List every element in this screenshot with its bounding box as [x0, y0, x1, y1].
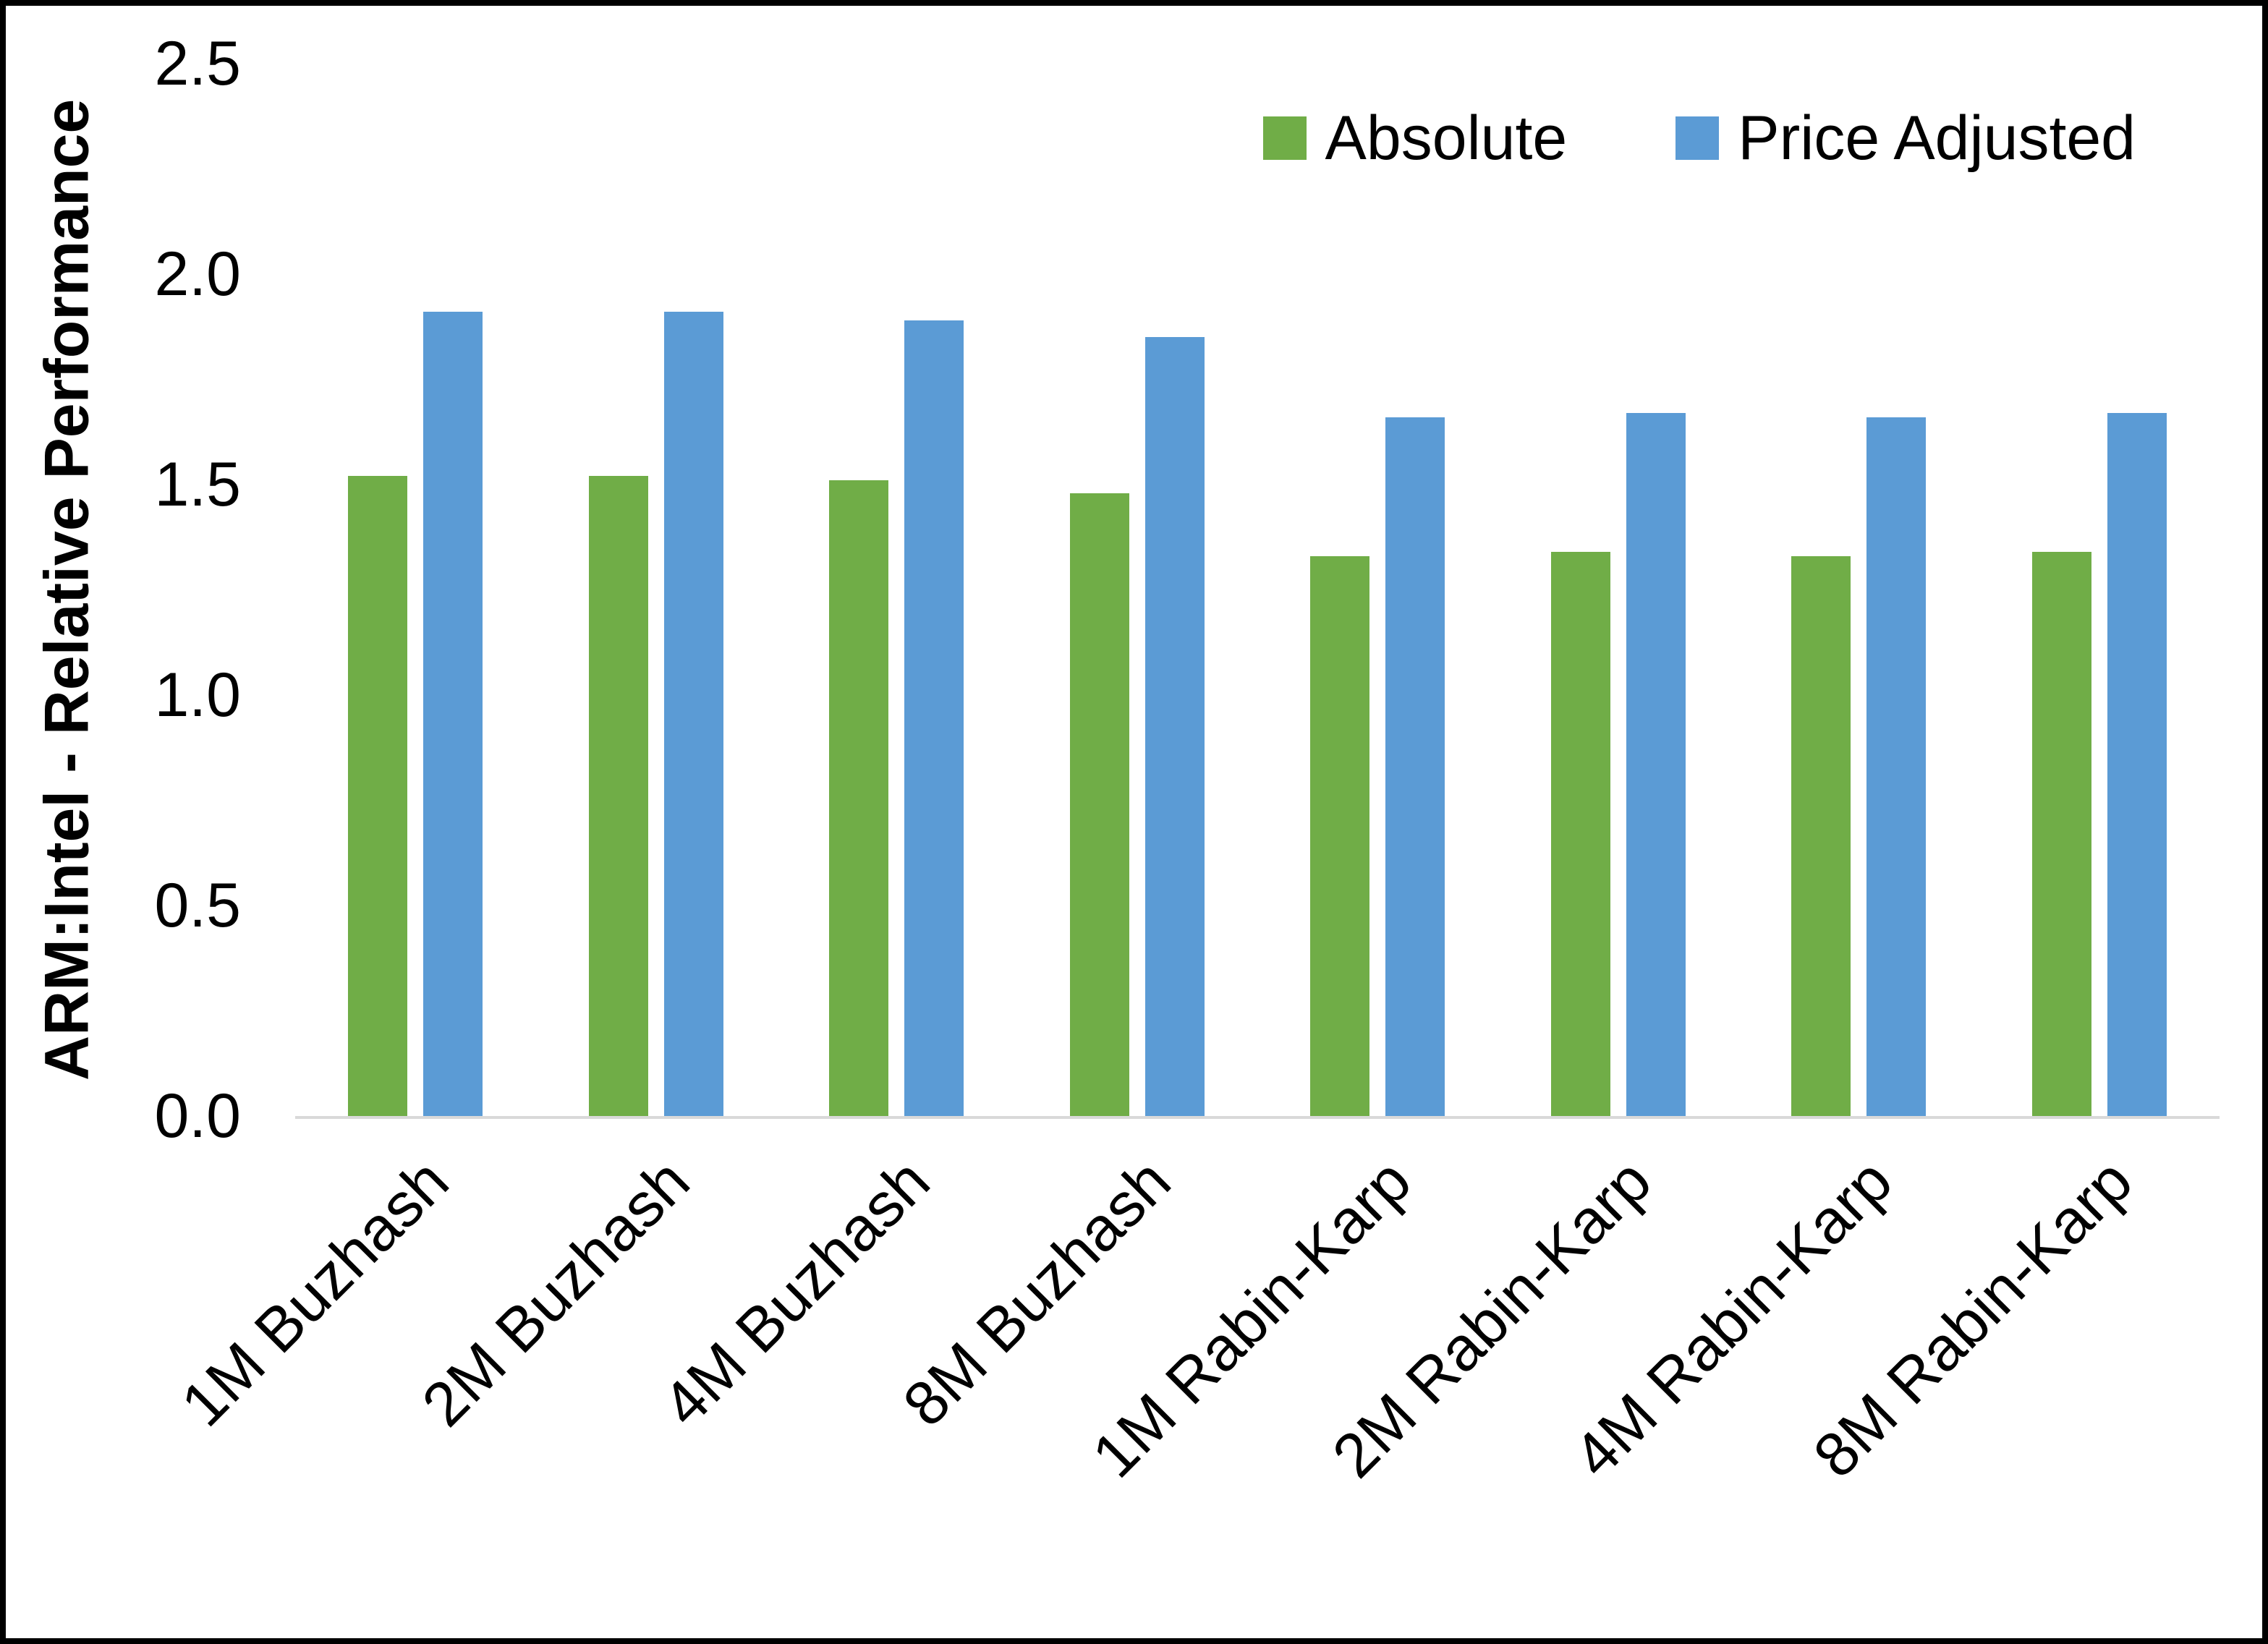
- legend-swatch-price-adjusted: [1675, 116, 1720, 160]
- y-axis-ticks: 0.0 0.5 1.0 1.5 2.0 2.5: [6, 33, 248, 1147]
- bar-group-1m-buzhash: 1M Buzhash: [169, 64, 483, 1439]
- y-tick-label: 1.5: [154, 450, 241, 519]
- bar-price-adjusted: [904, 320, 964, 1116]
- legend-swatch-absolute: [1262, 116, 1307, 160]
- y-tick-label: 1.0: [154, 660, 241, 730]
- bar-group-8m-buzhash: 8M Buzhash: [890, 64, 1205, 1439]
- legend-item-absolute: Absolute: [1262, 103, 1568, 173]
- bar-price-adjusted: [2107, 413, 2167, 1116]
- bar-absolute: [1069, 493, 1129, 1116]
- legend-label: Price Adjusted: [1738, 103, 2136, 173]
- bar-price-adjusted: [1385, 417, 1445, 1116]
- bar-price-adjusted: [663, 312, 723, 1116]
- bar-group-1m-rabin-karp: 1M Rabin-Karp: [1079, 64, 1445, 1491]
- bar-price-adjusted: [1866, 417, 1927, 1116]
- bar-group-2m-rabin-karp: 2M Rabin-Karp: [1320, 64, 1686, 1491]
- bar-absolute: [588, 476, 648, 1116]
- legend-label: Absolute: [1325, 103, 1568, 173]
- bar-group-4m-buzhash: 4M Buzhash: [650, 64, 964, 1439]
- bar-price-adjusted: [1144, 337, 1205, 1116]
- bar-absolute: [1550, 552, 1610, 1116]
- bar-group-4m-rabin-karp: 4M Rabin-Karp: [1560, 64, 1927, 1491]
- plot-area: 1M Buzhash 2M Buzhash 4M Buzhash 8M Buzhash…: [169, 64, 2220, 1491]
- legend: Absolute Price Adjusted: [1262, 103, 2136, 173]
- bar-group-8m-rabin-karp: 8M Rabin-Karp: [1801, 64, 2167, 1491]
- bar-absolute: [348, 476, 408, 1116]
- bar-price-adjusted: [1626, 413, 1686, 1116]
- y-tick-label: 0.5: [154, 871, 241, 940]
- y-tick-label: 2.5: [154, 29, 241, 98]
- y-tick-label: 0.0: [154, 1081, 241, 1151]
- bar-absolute: [1310, 555, 1370, 1116]
- y-tick-label: 2.0: [154, 239, 241, 309]
- legend-item-price-adjusted: Price Adjusted: [1675, 107, 2136, 169]
- bar-group-2m-buzhash: 2M Buzhash: [409, 64, 723, 1439]
- bar-absolute: [1791, 555, 1851, 1116]
- bar-price-adjusted: [423, 312, 483, 1116]
- bar-absolute: [2031, 552, 2091, 1116]
- bar-absolute: [829, 480, 889, 1116]
